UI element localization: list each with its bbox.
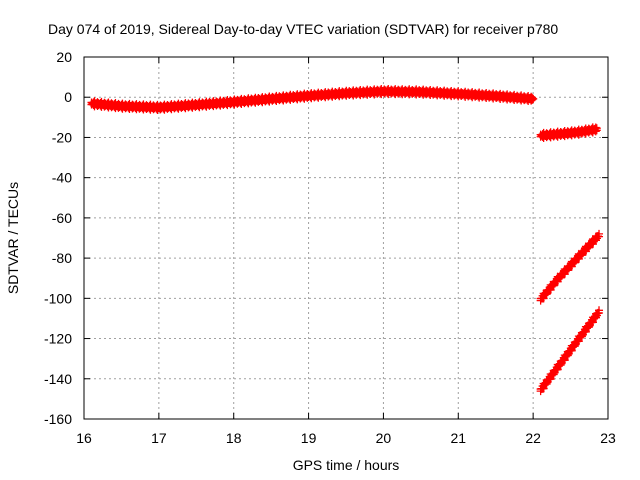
x-tick-label: 19 bbox=[301, 430, 317, 446]
y-tick-labels: 20 0 -20 -40 -60 -80 -100 -120 -140 -160 bbox=[44, 49, 72, 427]
x-tick-label: 21 bbox=[450, 430, 466, 446]
plus-marker bbox=[592, 126, 601, 135]
y-tick-label: 20 bbox=[56, 49, 72, 65]
plus-marker bbox=[595, 229, 604, 238]
y-tick-label: -160 bbox=[44, 411, 72, 427]
plus-marker bbox=[529, 94, 538, 103]
y-tick-label: -100 bbox=[44, 290, 72, 306]
x-tick-label: 22 bbox=[525, 430, 541, 446]
x-tick-label: 17 bbox=[151, 430, 167, 446]
x-tick-labels: 16 17 18 19 20 21 22 23 bbox=[76, 430, 616, 446]
series-arc-4 bbox=[536, 306, 604, 396]
series-arc-1 bbox=[87, 84, 538, 115]
x-axis-label: GPS time / hours bbox=[293, 457, 400, 473]
data-points bbox=[87, 84, 604, 396]
series-arc-3 bbox=[536, 229, 604, 305]
plot-frame bbox=[83, 56, 609, 420]
x-tick-label: 23 bbox=[600, 430, 616, 446]
y-tick-label: 0 bbox=[64, 89, 72, 105]
y-tick-label: -40 bbox=[52, 170, 72, 186]
y-tick-label: -60 bbox=[52, 210, 72, 226]
plus-marker bbox=[528, 95, 537, 104]
series-arc-2 bbox=[536, 123, 601, 142]
plus-marker bbox=[595, 306, 604, 315]
y-tick-label: -140 bbox=[44, 371, 72, 387]
y-tick-label: -80 bbox=[52, 250, 72, 266]
x-tick-label: 16 bbox=[76, 430, 92, 446]
y-tick-label: -120 bbox=[44, 331, 72, 347]
chart-title: Day 074 of 2019, Sidereal Day-to-day VTE… bbox=[48, 21, 558, 37]
x-tick-label: 18 bbox=[226, 430, 242, 446]
axis-ticks bbox=[83, 56, 609, 420]
x-tick-label: 20 bbox=[376, 430, 392, 446]
y-tick-label: -20 bbox=[52, 129, 72, 145]
y-axis-label: SDTVAR / TECUs bbox=[5, 182, 21, 294]
